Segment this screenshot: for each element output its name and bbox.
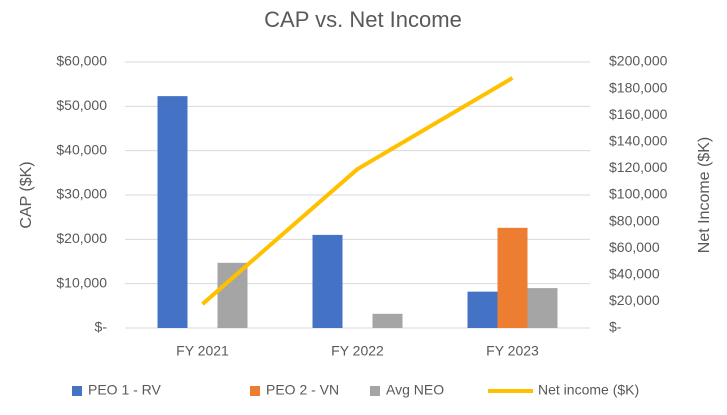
bar (527, 288, 558, 328)
legend-label: PEO 2 - VN (266, 382, 339, 398)
legend-label: Avg NEO (386, 382, 444, 398)
y-tick-label: $20,000 (56, 230, 107, 246)
y-tick-label: $30,000 (56, 186, 107, 202)
bar (217, 262, 248, 328)
legend-swatch (370, 386, 380, 396)
y2-tick-label: $100,000 (609, 186, 668, 202)
y2-tick-label: $180,000 (609, 79, 668, 95)
line-series (201, 76, 514, 306)
y-axis-title: CAP ($K) (18, 161, 35, 228)
legend-swatch (250, 386, 260, 396)
y2-tick-label: $200,000 (609, 53, 668, 69)
y2-tick-label: $20,000 (609, 292, 660, 308)
y-tick-label: $- (95, 319, 108, 335)
legend-label: PEO 1 - RV (88, 382, 162, 398)
bar (467, 291, 498, 328)
legend-swatch (72, 386, 82, 396)
chart-title: CAP vs. Net Income (264, 7, 462, 32)
bar (157, 96, 188, 329)
bar (312, 234, 343, 328)
x-tick-label: FY 2021 (176, 343, 229, 359)
y-tick-label: $50,000 (56, 97, 107, 113)
y2-tick-label: $140,000 (609, 133, 668, 149)
y-tick-label: $40,000 (56, 141, 107, 157)
y-tick-label: $60,000 (56, 53, 107, 69)
y2-tick-label: $120,000 (609, 159, 668, 175)
y-tick-label: $10,000 (56, 274, 107, 290)
y2-tick-label: $80,000 (609, 212, 660, 228)
y2-tick-label: $- (609, 319, 622, 335)
y2-tick-label: $40,000 (609, 266, 660, 282)
bar (497, 227, 528, 328)
y2-tick-label: $60,000 (609, 239, 660, 255)
x-tick-label: FY 2023 (486, 343, 539, 359)
legend-label: Net income ($K) (538, 382, 639, 398)
bar (372, 313, 403, 328)
y2-axis-title: Net Income ($K) (696, 137, 713, 253)
x-tick-label: FY 2022 (331, 343, 384, 359)
y2-tick-label: $160,000 (609, 106, 668, 122)
